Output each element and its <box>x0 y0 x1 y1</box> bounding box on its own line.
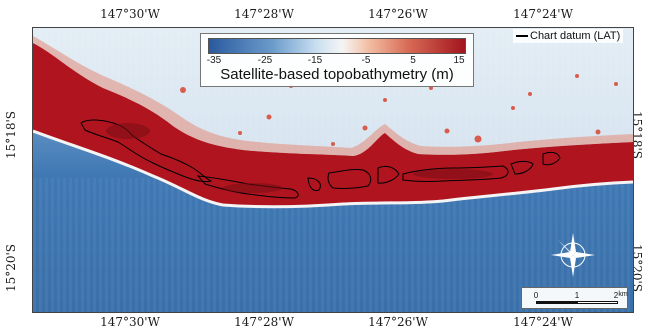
colorbar-tick: -35 <box>206 55 222 66</box>
scale-bar-label: 2 <box>613 291 619 300</box>
bottom-tick-label: 147°26'W <box>368 315 428 329</box>
legend-line-icon <box>516 35 528 38</box>
scale-bar-label: 0 <box>533 291 539 300</box>
bottom-tick-label: 147°30'W <box>100 315 160 329</box>
colorbar-legend: -35 -25 -15 -5 5 15 Satellite-based topo… <box>200 33 474 87</box>
colorbar-gradient <box>208 38 466 54</box>
top-tick-label: 147°26'W <box>368 7 428 21</box>
bottom-tick-label: 147°28'W <box>234 315 294 329</box>
scale-bar-unit: km <box>618 291 628 298</box>
colorbar-title: Satellite-based topobathymetry (m) <box>220 66 454 83</box>
top-tick-label: 147°24'W <box>513 7 573 21</box>
scale-bar-label: 1 <box>574 291 580 300</box>
colorbar-tick: 15 <box>453 55 465 66</box>
chart-datum-legend: Chart datum (LAT) <box>513 29 624 43</box>
chart-datum-contours <box>80 119 561 199</box>
legend-label: Chart datum (LAT) <box>530 30 621 42</box>
colorbar-tick: 5 <box>410 55 416 66</box>
compass-rose-icon <box>551 233 595 277</box>
scale-bar-segment <box>577 301 618 304</box>
surf-line <box>33 129 633 209</box>
colorbar-tick: -25 <box>257 55 273 66</box>
top-tick-label: 147°28'W <box>234 7 294 21</box>
colorbar-tick: -15 <box>307 55 323 66</box>
bottom-tick-label: 147°24'W <box>513 315 573 329</box>
scale-bar: 0 1 2 km <box>521 287 628 309</box>
reef-slope <box>33 36 633 156</box>
top-tick-label: 147°30'W <box>100 7 160 21</box>
reef-rim <box>33 43 633 207</box>
left-tick-label: 15°20'S <box>4 243 19 293</box>
left-tick-label: 15°18'S <box>4 110 19 160</box>
colorbar-tick: -5 <box>361 55 371 66</box>
reef-interior-detail <box>106 123 493 193</box>
